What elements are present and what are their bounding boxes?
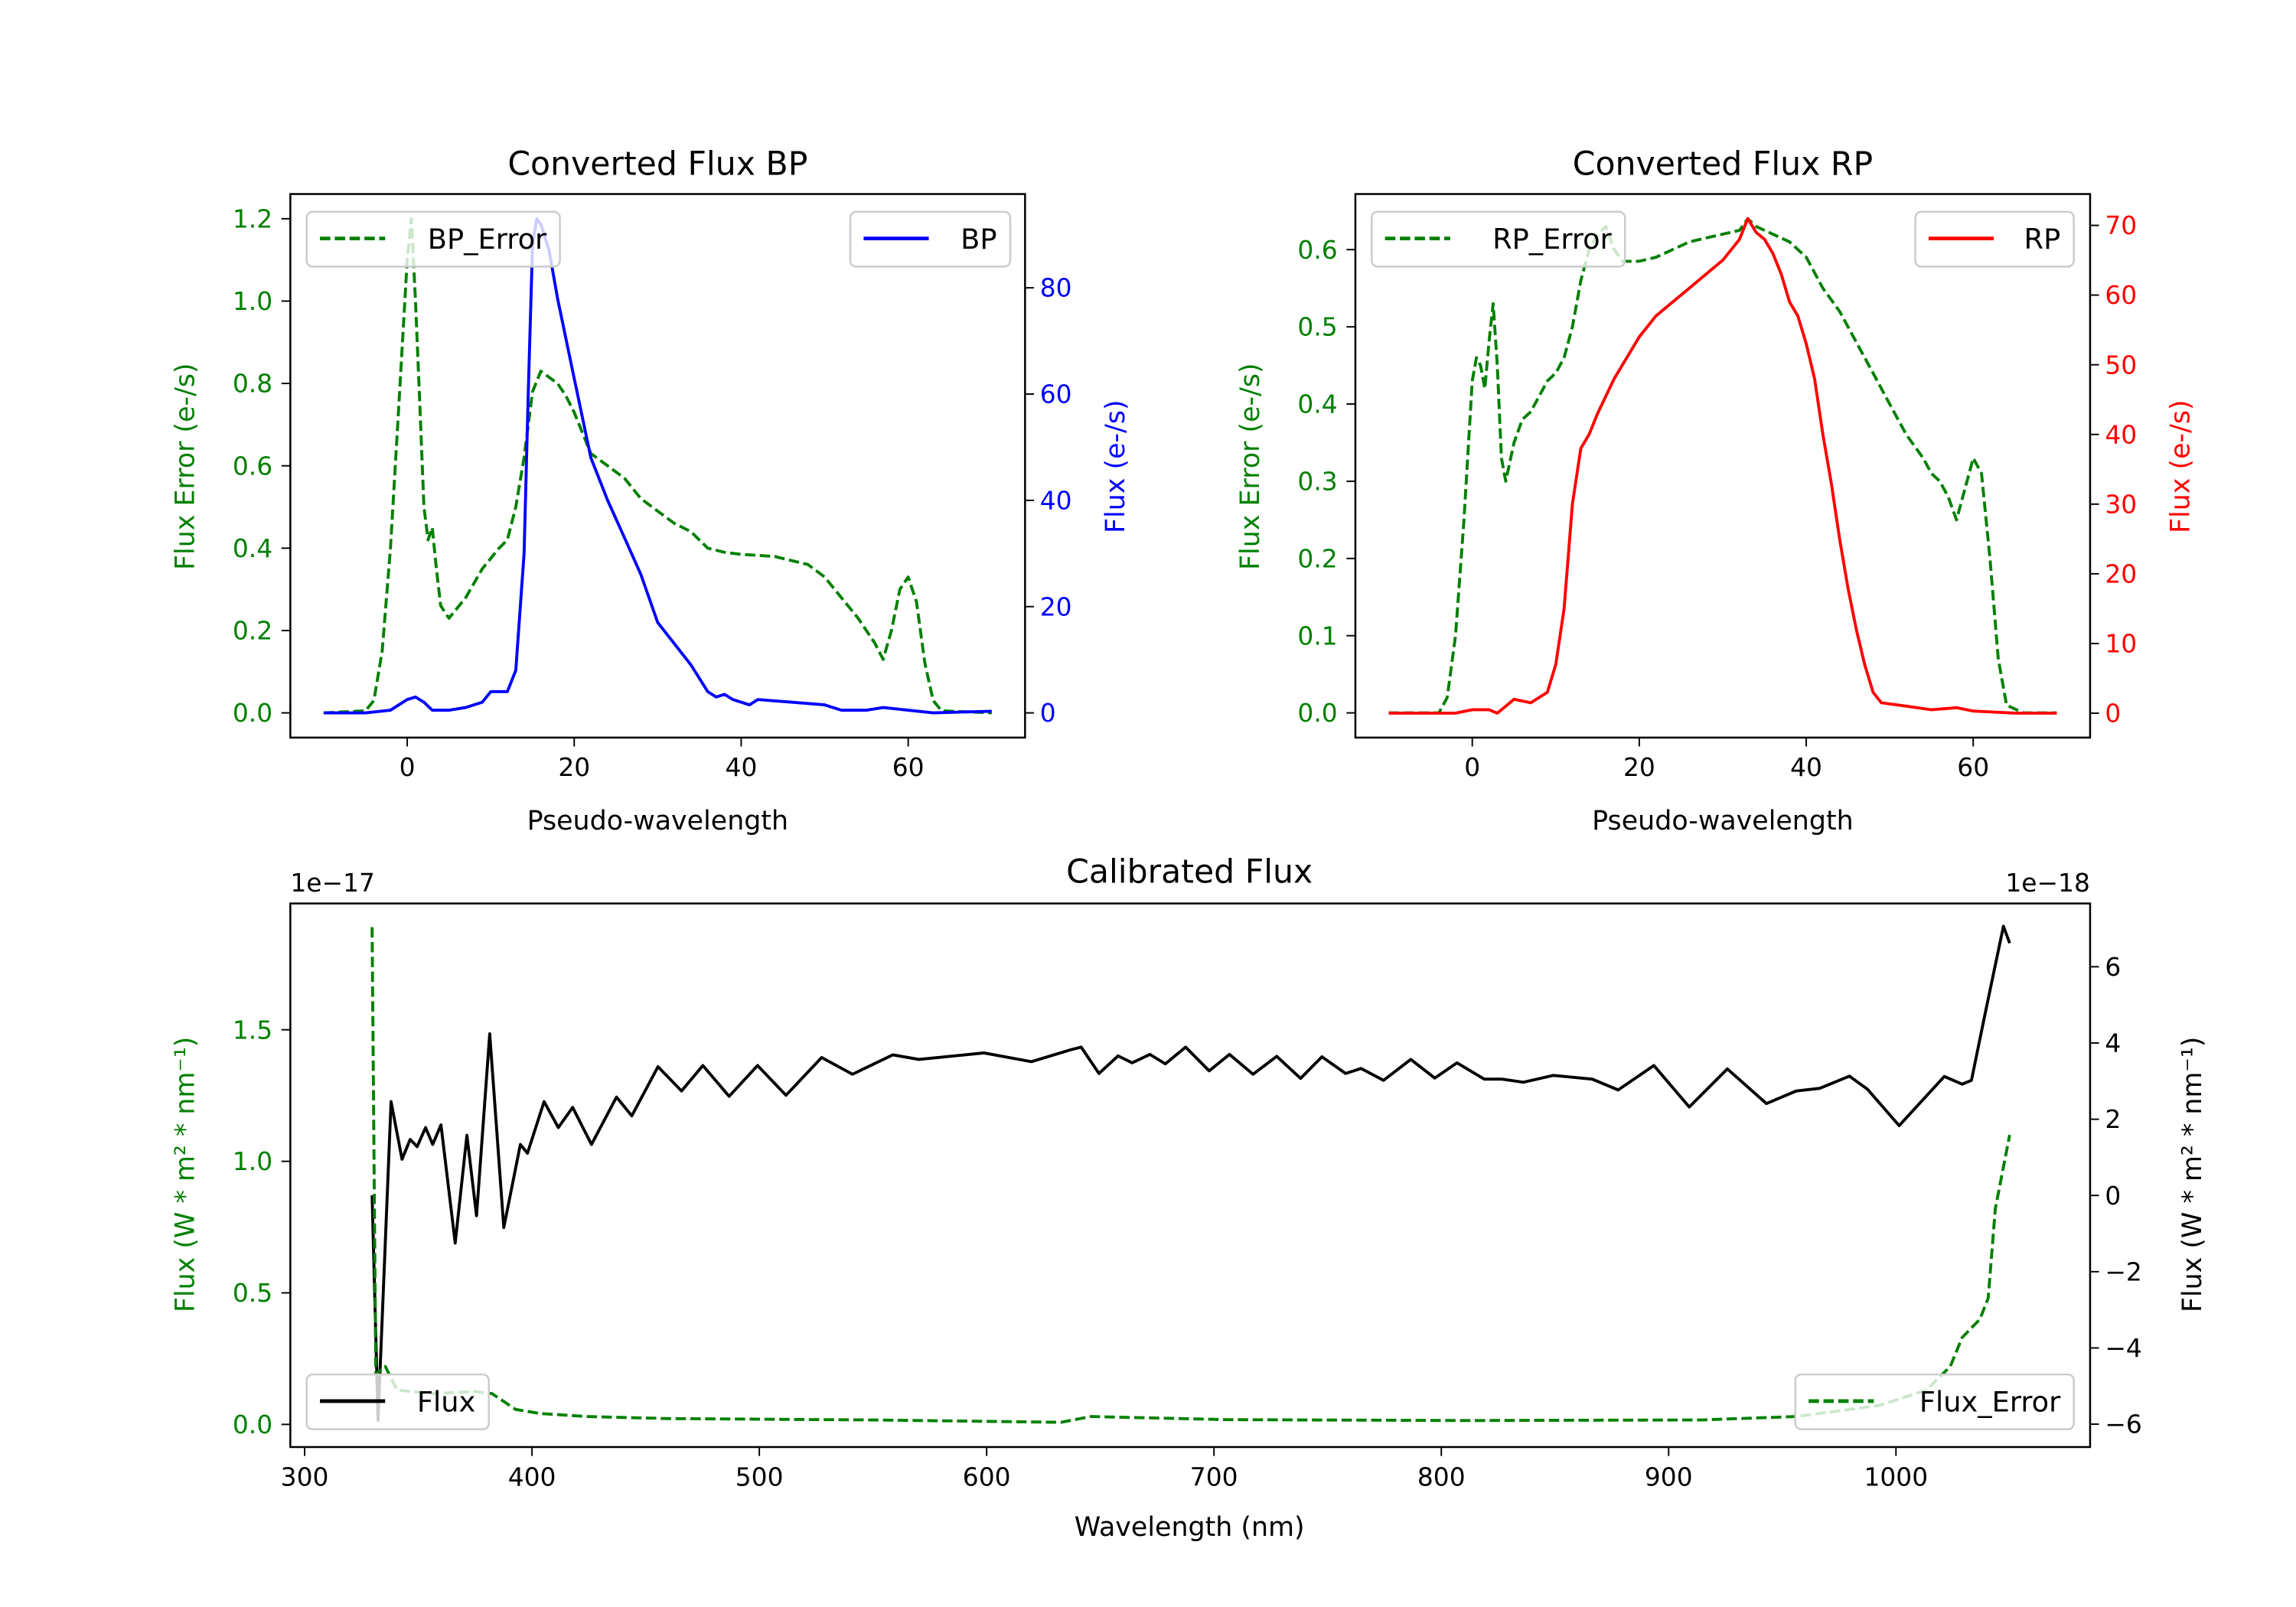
right-y-tick-label: −6 (2105, 1410, 2142, 1439)
left-y-tick-label: 1.2 (233, 204, 272, 233)
calibrated-legend-flux-error: Flux_Error (1794, 1373, 2075, 1430)
left-y-tick-label: 0.5 (233, 1278, 272, 1308)
right-y-tick-label: 10 (2105, 629, 2137, 659)
right-y-tick-label: 0 (2105, 1181, 2121, 1211)
calibrated-series-flux (370, 924, 2011, 1423)
left-y-tick-label: 0.2 (233, 616, 272, 646)
left-y-tick-label: 1.5 (233, 1015, 272, 1045)
legend-label: Flux (417, 1386, 475, 1419)
legend-label: BP_Error (428, 223, 547, 256)
x-tick-label: 600 (963, 1462, 1011, 1491)
right-y-tick-label: 4 (2105, 1028, 2121, 1058)
bp-left-y-axis-label: Flux Error (e-/s) (171, 363, 201, 569)
bp-x-axis-label: Pseudo-wavelength (527, 806, 789, 836)
x-tick-label: 1000 (1864, 1462, 1928, 1491)
right-y-tick-label: 80 (1040, 273, 1072, 303)
left-y-tick-label: 0.1 (1297, 621, 1337, 650)
rp-chart-title: Converted Flux RP (1573, 145, 1873, 183)
legend-label: BP (960, 223, 996, 256)
calibrated-axes-frame (289, 902, 2092, 1449)
x-tick-label: 800 (1417, 1462, 1466, 1491)
rp-chart: Converted Flux RP Pseudo-wavelength Flux… (1235, 145, 2196, 836)
right-y-tick-label: 40 (1040, 485, 1072, 515)
x-tick-label: 60 (892, 752, 925, 782)
calibrated-chart-title: Calibrated Flux (1066, 853, 1313, 892)
legend-box (849, 210, 1012, 268)
left-y-tick-label: 0.8 (233, 369, 272, 399)
calibrated-flux-chart: Calibrated Flux Wavelength (nm) Flux (W … (171, 853, 2209, 1543)
x-tick-label: 40 (726, 752, 758, 782)
left-y-tick-label: 0.0 (1297, 698, 1337, 728)
x-tick-label: 20 (1623, 752, 1655, 782)
left-y-tick-label: 0.2 (1297, 543, 1337, 573)
x-tick-label: 300 (281, 1462, 329, 1491)
right-y-tick-label: 0 (2105, 699, 2121, 729)
left-offset-text: 1e−17 (290, 868, 375, 898)
legend-box (1914, 210, 2075, 268)
legend-box (1371, 210, 1626, 268)
x-tick-label: 700 (1190, 1462, 1238, 1491)
rp-series-rp (1388, 217, 2057, 715)
legend-label: RP (2024, 223, 2061, 256)
left-y-tick-label: 0.4 (233, 533, 272, 563)
right-y-tick-label: 6 (2105, 952, 2121, 982)
left-y-tick-label: 0.0 (233, 1410, 272, 1439)
rp-axes-frame (1354, 193, 2092, 739)
left-y-tick-label: 1.0 (233, 286, 272, 316)
legend-box (305, 1373, 490, 1430)
rp-left-y-axis-label: Flux Error (e-/s) (1235, 363, 1266, 569)
left-y-tick-label: 0.3 (1297, 467, 1337, 497)
calibrated-left-y-axis-label: Flux (W * m² * nm⁻¹) (171, 1037, 201, 1312)
rp-right-y-axis-label: Flux (e-/s) (2166, 399, 2197, 533)
rp-legend-rp-error: RP_Error (1371, 210, 1626, 268)
left-y-tick-label: 0.4 (1297, 390, 1337, 419)
x-tick-label: 60 (1957, 752, 1989, 782)
calibrated-series-flux-error (370, 927, 2011, 1424)
bp-right-y-axis-label: Flux (e-/s) (1101, 399, 1131, 533)
legend-box (1794, 1373, 2075, 1430)
right-y-tick-label: 30 (2105, 489, 2137, 519)
bp-chart-title: Converted Flux BP (507, 145, 807, 183)
calibrated-x-axis-label: Wavelength (nm) (1075, 1512, 1305, 1543)
right-offset-text: 1e−18 (2005, 868, 2090, 898)
legend-label: RP_Error (1492, 223, 1613, 256)
x-tick-label: 40 (1790, 752, 1822, 782)
left-y-tick-label: 1.0 (233, 1146, 272, 1176)
legend-label: Flux_Error (1919, 1386, 2061, 1419)
right-y-tick-label: 20 (1040, 592, 1072, 621)
right-y-tick-label: 70 (2105, 210, 2137, 240)
left-y-tick-label: 0.6 (1297, 235, 1337, 265)
right-y-tick-label: 2 (2105, 1104, 2121, 1134)
x-tick-label: 400 (508, 1462, 556, 1491)
bp-series-bp-error (323, 217, 992, 715)
bp-chart: Converted Flux BP Pseudo-wavelength Flux… (171, 145, 1131, 836)
right-y-tick-label: 40 (2105, 419, 2137, 449)
right-y-tick-label: 20 (2105, 559, 2137, 588)
bp-legend-bp-error: BP_Error (305, 210, 561, 268)
rp-legend-rp: RP (1914, 210, 2075, 268)
bp-series-bp (323, 217, 992, 715)
rp-x-axis-label: Pseudo-wavelength (1592, 806, 1854, 836)
left-y-tick-label: 0.0 (233, 698, 272, 728)
right-y-tick-label: 50 (2105, 350, 2137, 380)
calibrated-legend-flux: Flux (305, 1373, 490, 1430)
right-y-tick-label: −4 (2105, 1333, 2142, 1363)
left-y-tick-label: 0.6 (233, 451, 272, 481)
x-tick-label: 500 (735, 1462, 784, 1491)
x-tick-label: 900 (1645, 1462, 1693, 1491)
right-y-tick-label: 60 (1040, 380, 1072, 409)
x-tick-label: 0 (1464, 752, 1480, 782)
x-tick-label: 20 (558, 752, 590, 782)
right-y-tick-label: 0 (1040, 698, 1056, 728)
x-tick-label: 0 (400, 752, 416, 782)
left-y-tick-label: 0.5 (1297, 312, 1337, 342)
right-y-tick-label: 60 (2105, 280, 2137, 310)
legend-box (305, 210, 561, 268)
bp-legend-bp: BP (849, 210, 1012, 268)
rp-series-rp-error (1388, 217, 2057, 715)
calibrated-right-y-axis-label: Flux (W * m² * nm⁻¹) (2177, 1037, 2208, 1312)
right-y-tick-label: −2 (2105, 1257, 2142, 1286)
